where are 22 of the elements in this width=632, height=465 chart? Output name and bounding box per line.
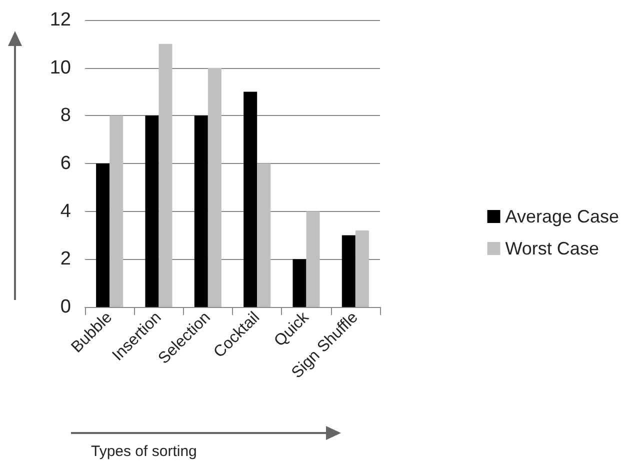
legend-label: Worst Case bbox=[505, 238, 599, 258]
bar bbox=[194, 116, 208, 307]
bar bbox=[208, 68, 222, 307]
bar bbox=[158, 44, 172, 307]
y-tick-label: 10 bbox=[50, 57, 71, 78]
bar bbox=[145, 116, 159, 307]
bar bbox=[257, 164, 271, 307]
y-tick-label: 6 bbox=[60, 153, 71, 174]
x-axis-title: Types of sorting bbox=[91, 443, 197, 460]
bar bbox=[342, 235, 356, 307]
y-tick-label: 4 bbox=[60, 200, 72, 222]
bar bbox=[96, 164, 110, 307]
y-tick-label: 12 bbox=[50, 10, 71, 30]
y-tick-label: 8 bbox=[60, 105, 71, 126]
bar bbox=[110, 116, 124, 307]
y-tick-label: 2 bbox=[60, 248, 71, 270]
bar bbox=[244, 92, 258, 307]
y-tick-label: 0 bbox=[60, 296, 71, 318]
bar bbox=[292, 259, 306, 307]
bar bbox=[355, 230, 369, 307]
legend-label: Average Case bbox=[505, 206, 620, 226]
bar bbox=[306, 211, 320, 307]
